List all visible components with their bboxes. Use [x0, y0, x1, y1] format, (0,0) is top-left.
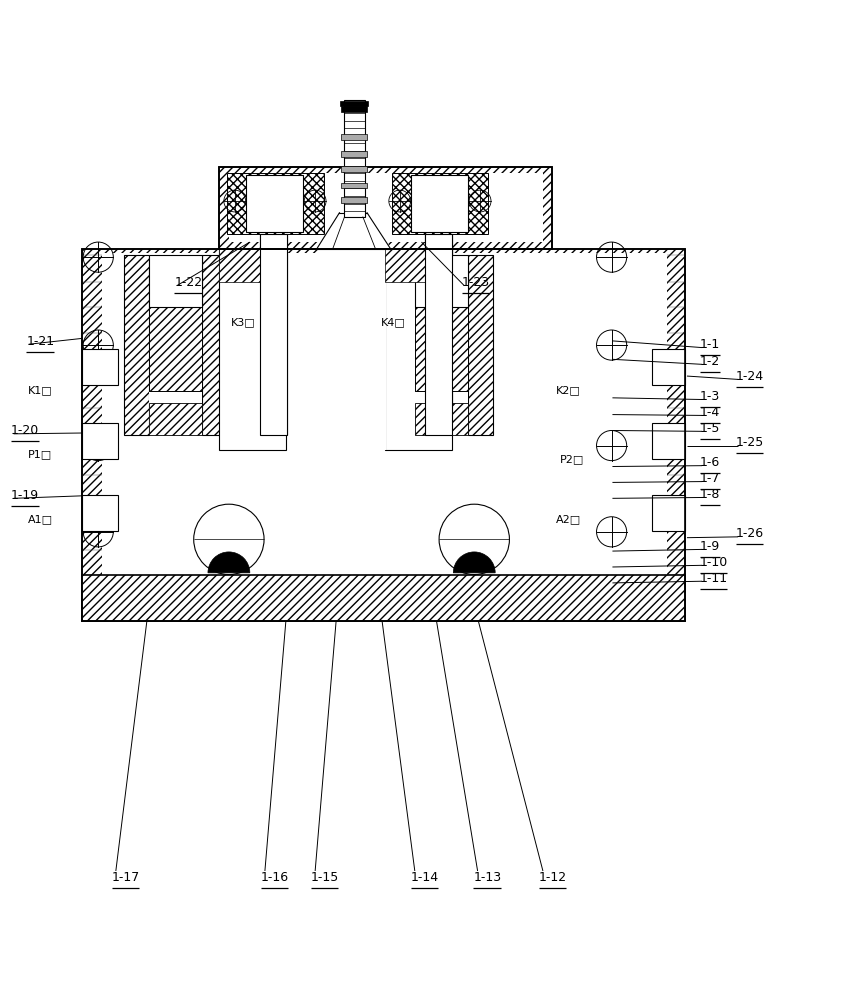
- Bar: [344, 100, 364, 217]
- Bar: [83, 349, 118, 385]
- Text: 1-25: 1-25: [736, 436, 764, 449]
- Bar: [341, 183, 367, 188]
- Bar: [341, 166, 367, 172]
- Bar: [415, 255, 468, 435]
- Text: 1-10: 1-10: [700, 556, 728, 569]
- Text: P2□: P2□: [560, 454, 584, 464]
- Wedge shape: [208, 552, 250, 573]
- Bar: [341, 151, 367, 157]
- Text: 1-22: 1-22: [175, 276, 202, 289]
- Bar: [425, 234, 452, 435]
- Bar: [83, 495, 118, 531]
- Text: P1□: P1□: [28, 449, 52, 459]
- Polygon shape: [333, 217, 375, 249]
- Text: 1-19: 1-19: [11, 489, 40, 502]
- Bar: [260, 234, 287, 435]
- Bar: [321, 249, 386, 450]
- Bar: [202, 255, 228, 435]
- Text: 1-15: 1-15: [311, 871, 339, 884]
- Bar: [219, 249, 286, 282]
- Text: K2□: K2□: [556, 385, 580, 395]
- Text: 1-23: 1-23: [462, 276, 490, 289]
- Text: 1-5: 1-5: [700, 422, 720, 435]
- Text: 1-6: 1-6: [700, 456, 720, 469]
- Bar: [228, 173, 324, 234]
- Bar: [652, 423, 685, 459]
- Text: 1-14: 1-14: [411, 871, 438, 884]
- Bar: [341, 101, 368, 106]
- Text: 1-26: 1-26: [736, 527, 764, 540]
- Text: 1-3: 1-3: [700, 390, 720, 403]
- Bar: [219, 249, 286, 450]
- Bar: [341, 106, 367, 112]
- Bar: [341, 197, 367, 203]
- Polygon shape: [317, 213, 390, 249]
- Text: 1-17: 1-17: [111, 871, 140, 884]
- Bar: [219, 167, 552, 249]
- Text: 1-4: 1-4: [700, 406, 720, 419]
- Bar: [341, 134, 367, 140]
- Text: K1□: K1□: [28, 385, 52, 395]
- Text: K3□: K3□: [231, 317, 255, 327]
- Bar: [219, 167, 552, 249]
- Text: A2□: A2□: [556, 514, 581, 524]
- Bar: [384, 249, 452, 282]
- Text: 1-21: 1-21: [26, 335, 54, 348]
- Bar: [652, 349, 685, 385]
- Bar: [149, 255, 202, 307]
- Bar: [468, 255, 492, 435]
- Bar: [149, 255, 202, 435]
- Bar: [229, 173, 543, 242]
- Text: 1-13: 1-13: [474, 871, 502, 884]
- Bar: [102, 253, 667, 609]
- Text: 1-20: 1-20: [11, 424, 40, 437]
- Bar: [415, 255, 468, 307]
- Text: 1-7: 1-7: [700, 472, 720, 485]
- Bar: [83, 575, 685, 621]
- Bar: [652, 495, 685, 531]
- Bar: [392, 173, 488, 234]
- Bar: [415, 307, 468, 391]
- Text: A1□: A1□: [28, 514, 53, 524]
- Bar: [245, 175, 303, 232]
- Text: 1-12: 1-12: [539, 871, 566, 884]
- Bar: [384, 249, 452, 450]
- Text: 1-24: 1-24: [736, 370, 764, 383]
- Bar: [411, 175, 468, 232]
- Bar: [415, 307, 468, 391]
- Bar: [389, 255, 415, 435]
- Text: 1-2: 1-2: [700, 355, 720, 368]
- Text: 1-8: 1-8: [700, 488, 720, 501]
- Wedge shape: [454, 552, 495, 573]
- Bar: [83, 423, 118, 459]
- Text: 1-11: 1-11: [700, 572, 728, 585]
- Bar: [83, 249, 685, 621]
- Text: K4□: K4□: [380, 317, 405, 327]
- Text: 1-16: 1-16: [260, 871, 289, 884]
- Bar: [83, 249, 685, 621]
- Text: 1-1: 1-1: [700, 338, 720, 351]
- Bar: [124, 255, 149, 435]
- Bar: [415, 403, 468, 435]
- Bar: [149, 403, 202, 435]
- Text: 1-9: 1-9: [700, 540, 720, 553]
- Bar: [149, 307, 202, 391]
- Bar: [149, 307, 202, 391]
